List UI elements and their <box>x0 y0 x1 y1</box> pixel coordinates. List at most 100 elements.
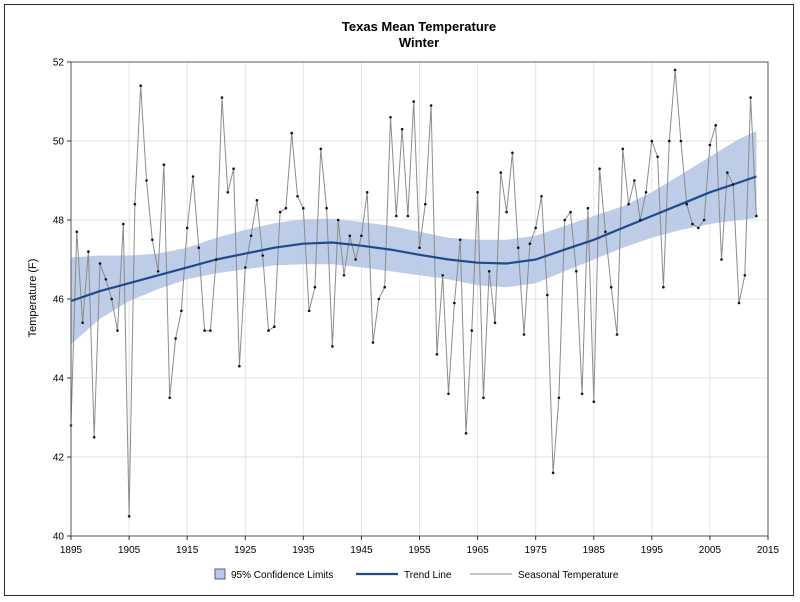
chart-frame <box>4 4 794 596</box>
data-point <box>203 329 206 332</box>
data-point <box>633 179 636 182</box>
data-point <box>592 400 596 404</box>
data-point <box>662 285 665 289</box>
legend-label-trend: Trend Line <box>404 570 452 581</box>
data-point <box>702 218 706 222</box>
data-point <box>400 127 404 131</box>
data-point <box>470 329 474 332</box>
data-point <box>342 274 346 277</box>
data-point <box>139 84 142 87</box>
data-point <box>197 246 201 249</box>
data-point <box>453 301 456 305</box>
x-tick-label: 1995 <box>641 545 664 556</box>
data-point <box>487 270 491 273</box>
data-point <box>755 214 758 218</box>
data-point <box>185 226 189 230</box>
data-point <box>499 171 503 174</box>
data-point <box>522 333 526 336</box>
data-point <box>92 436 96 439</box>
data-point <box>580 392 584 396</box>
data-point <box>644 191 648 194</box>
data-point <box>209 329 212 332</box>
data-point <box>336 218 340 222</box>
data-point <box>389 116 392 119</box>
data-point <box>133 202 137 206</box>
data-point <box>98 262 102 265</box>
data-point <box>220 96 224 99</box>
data-point <box>441 274 445 277</box>
data-point <box>604 230 607 234</box>
grid-layer <box>70 61 769 537</box>
data-point <box>383 285 387 289</box>
data-point <box>302 206 305 210</box>
data-point <box>354 258 357 261</box>
data-point <box>476 191 479 194</box>
data-point <box>697 226 700 230</box>
data-point <box>534 226 537 230</box>
data-point <box>232 167 235 170</box>
y-tick-label: 44 <box>53 374 65 385</box>
y-tick-label: 52 <box>53 58 65 69</box>
data-point <box>609 285 613 289</box>
data-point <box>418 246 421 249</box>
x-tick-label: 2015 <box>757 545 780 556</box>
data-point <box>238 364 241 368</box>
data-point <box>331 345 334 348</box>
legend-label-seasonal: Seasonal Temperature <box>518 570 619 581</box>
x-tick-label: 2005 <box>699 545 722 556</box>
data-point <box>87 250 90 253</box>
y-tick-label: 48 <box>53 216 65 227</box>
legend-label-confidence: 95% Confidence Limits <box>231 570 333 581</box>
confidence-band <box>71 131 757 345</box>
data-point <box>371 341 375 344</box>
data-point <box>447 392 450 396</box>
data-point <box>348 234 352 238</box>
data-point <box>307 309 311 313</box>
confidence-band-layer <box>71 131 757 345</box>
data-point <box>296 195 299 198</box>
y-axis-label: Temperature (F) <box>27 259 39 338</box>
data-point <box>726 171 729 174</box>
x-tick-label: 1955 <box>408 545 431 556</box>
data-point <box>174 337 177 340</box>
data-point <box>586 206 590 210</box>
data-point <box>435 353 439 356</box>
data-point <box>168 396 171 400</box>
data-point <box>638 218 642 222</box>
x-tick-label: 1945 <box>350 545 373 556</box>
x-tick-label: 1935 <box>292 545 315 556</box>
data-point <box>278 210 282 214</box>
y-tick-label: 42 <box>53 453 65 464</box>
data-point <box>691 222 694 226</box>
y-tick-label: 40 <box>53 532 65 543</box>
data-point <box>737 301 741 305</box>
data-point <box>482 396 485 400</box>
chart-title: Texas Mean Temperature <box>342 19 496 34</box>
data-point <box>528 242 532 245</box>
data-point <box>598 167 601 170</box>
legend-swatch-confidence <box>214 568 226 580</box>
data-point <box>377 297 381 301</box>
data-point <box>395 214 398 218</box>
data-point <box>627 202 630 206</box>
data-point <box>145 179 148 182</box>
data-point <box>493 321 497 325</box>
y-tick-label: 46 <box>53 295 65 306</box>
data-point <box>267 329 270 332</box>
y-tick-label: 50 <box>53 137 65 148</box>
data-point <box>743 274 747 277</box>
data-point <box>424 202 427 206</box>
data-point <box>511 151 514 155</box>
data-point <box>214 258 218 261</box>
data-point <box>127 515 131 518</box>
data-point <box>749 96 752 99</box>
data-point <box>656 155 659 159</box>
data-point <box>569 210 572 214</box>
data-point <box>551 471 555 475</box>
data-point <box>104 278 108 281</box>
data-point <box>81 321 84 325</box>
data-point <box>673 68 677 72</box>
data-point <box>249 234 253 238</box>
x-tick-label: 1985 <box>583 545 606 556</box>
